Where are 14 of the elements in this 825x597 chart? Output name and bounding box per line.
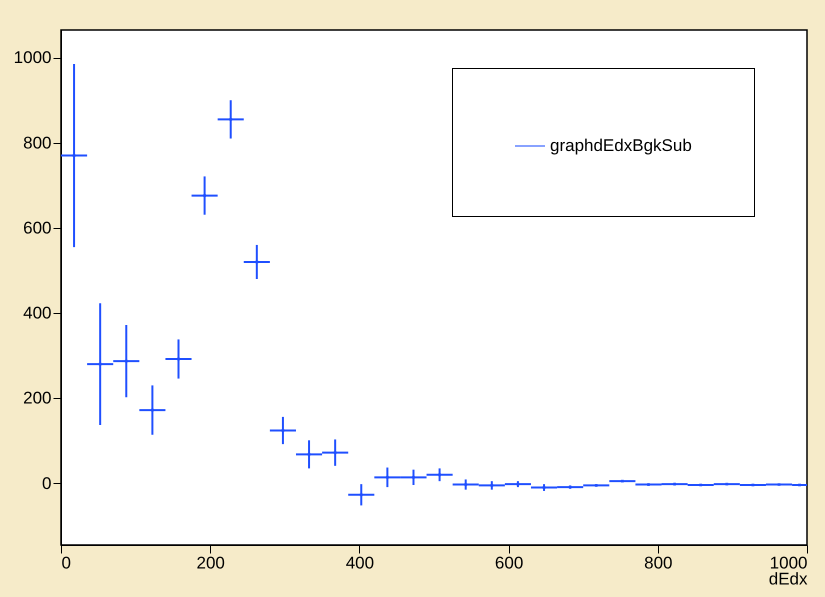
x-axis-title: dEdx [768,570,808,588]
legend-label: graphdEdxBgkSub [550,136,692,155]
x-tick-label: 0 [62,554,71,572]
y-tick-label: 200 [23,388,52,408]
y-tick-label: 600 [23,218,52,238]
y-tick-label: 0 [42,474,52,493]
y-tick-label: 400 [23,304,52,323]
y-tick-label: 800 [23,133,52,152]
y-tick-label: 1000 [14,48,52,68]
x-tick-label: 400 [346,554,374,572]
x-tick-label: 200 [196,554,225,572]
x-tick-label: 800 [644,554,672,572]
x-tick-label: 600 [494,554,524,572]
x-tick-label: 1000 [770,554,808,572]
